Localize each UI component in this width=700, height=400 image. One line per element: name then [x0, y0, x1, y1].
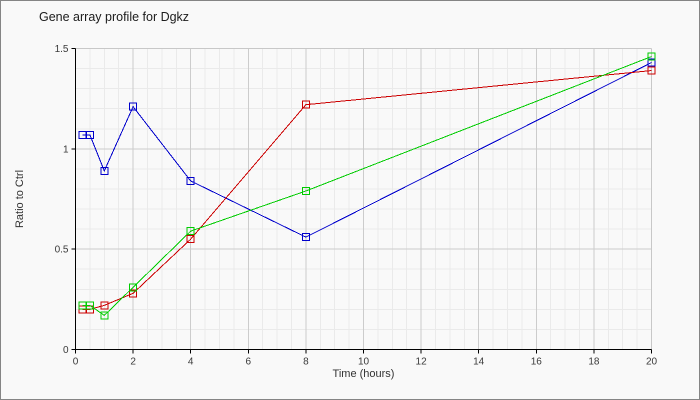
y-tick-label: 0.5 [55, 245, 69, 256]
x-tick-label: 6 [246, 357, 252, 368]
data-point-series-red [129, 289, 138, 298]
data-point-series-blue [647, 58, 656, 67]
x-tick-label: 0 [73, 357, 79, 368]
data-point-series-red [100, 301, 109, 310]
chart-title: Gene array profile for Dgkz [39, 10, 190, 24]
data-point-series-blue [186, 176, 195, 185]
series-line-series-blue [82, 62, 652, 238]
data-point-series-green [100, 311, 109, 320]
data-point-series-green [186, 227, 195, 236]
x-tick-label: 2 [130, 357, 136, 368]
x-tick-label: 12 [416, 357, 428, 368]
y-tick-label: 1.5 [55, 44, 69, 55]
x-axis-label: Time (hours) [332, 368, 395, 380]
x-tick-label: 10 [358, 357, 370, 368]
y-tick-label: 0 [63, 345, 69, 356]
x-tick-label: 20 [646, 357, 658, 368]
x-tick-label: 8 [303, 357, 309, 368]
data-point-series-red [301, 100, 310, 109]
x-tick-label: 14 [473, 357, 485, 368]
data-point-series-green [301, 186, 310, 195]
data-point-series-green [85, 301, 94, 310]
series-line-series-red [82, 70, 652, 310]
x-tick-label: 16 [531, 357, 543, 368]
data-point-series-blue [129, 102, 138, 111]
x-tick-label: 18 [588, 357, 600, 368]
data-point-series-blue [301, 233, 310, 242]
series-line-series-green [82, 56, 652, 317]
data-point-series-blue [85, 130, 94, 139]
data-point-series-red [647, 66, 656, 75]
data-point-series-green [647, 52, 656, 61]
x-tick-label: 4 [188, 357, 194, 368]
data-point-series-red [186, 235, 195, 244]
data-point-series-green [129, 283, 138, 292]
data-point-series-blue [100, 166, 109, 175]
y-tick-label: 1 [63, 144, 69, 155]
